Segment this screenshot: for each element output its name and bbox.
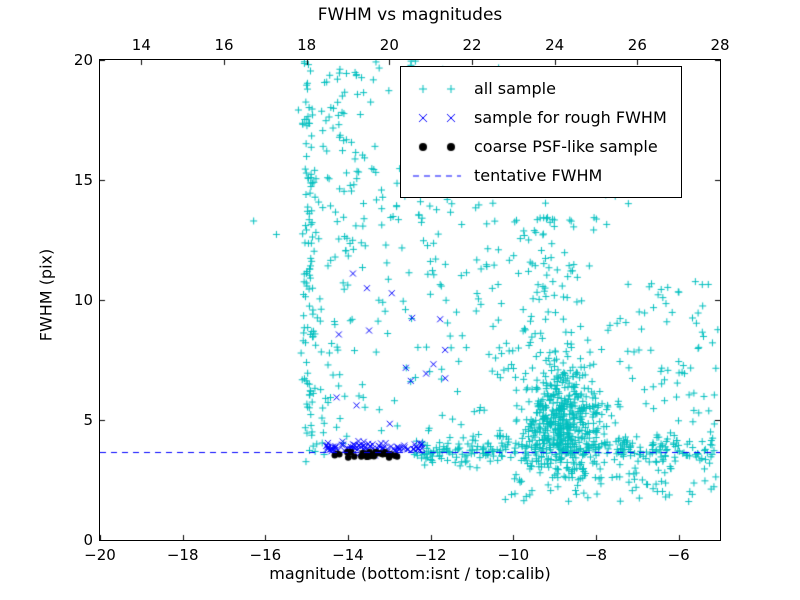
legend-entry-all-sample: all sample	[409, 74, 667, 103]
legend-label: coarse PSF-like sample	[474, 137, 658, 156]
y-tick-label: 10	[73, 291, 93, 309]
legend-entry-rough-fwhm: sample for rough FWHM	[409, 103, 667, 132]
dot-marker-icon	[409, 134, 465, 159]
legend-entry-tentative-fwhm: tentative FWHM	[409, 161, 667, 190]
x-top-tick-label: 24	[545, 36, 565, 54]
x-bottom-tick-label: −10	[497, 546, 530, 564]
x-bottom-tick-label: −16	[249, 546, 282, 564]
legend-entry-coarse-psf: coarse PSF-like sample	[409, 132, 667, 161]
chart-title: FWHM vs magnitudes	[317, 5, 503, 25]
x-top-tick-label: 18	[297, 36, 317, 54]
x-bottom-tick-label: −6	[667, 546, 690, 564]
legend: all sample sample for rough FWHM coarse …	[400, 66, 682, 198]
y-tick-label: 15	[73, 171, 93, 189]
legend-label: sample for rough FWHM	[474, 108, 667, 127]
legend-label: tentative FWHM	[474, 166, 603, 185]
x-bottom-tick-label: −12	[414, 546, 447, 564]
plus-marker-icon	[409, 76, 465, 101]
y-tick-label: 5	[83, 411, 93, 429]
x-axis-label: magnitude (bottom:isnt / top:calib)	[269, 564, 551, 583]
x-bottom-tick-label: −18	[166, 546, 199, 564]
y-tick-label: 0	[83, 531, 93, 549]
x-bottom-tick-label: −8	[584, 546, 608, 564]
x-bottom-tick-label: −14	[332, 546, 364, 564]
x-top-tick-label: 20	[379, 36, 399, 54]
dashed-line-icon	[409, 163, 465, 188]
x-top-tick-label: 22	[462, 36, 482, 54]
x-top-tick-label: 16	[214, 36, 234, 54]
x-top-tick-label: 26	[627, 36, 647, 54]
x-top-tick-label: 14	[131, 36, 151, 54]
legend-label: all sample	[474, 79, 556, 98]
x-top-tick-label: 28	[710, 36, 730, 54]
y-tick-label: 20	[73, 51, 93, 69]
y-axis-label: FWHM (pix)	[36, 248, 56, 342]
x-marker-icon	[409, 105, 465, 130]
x-bottom-tick-label: −20	[84, 546, 116, 564]
